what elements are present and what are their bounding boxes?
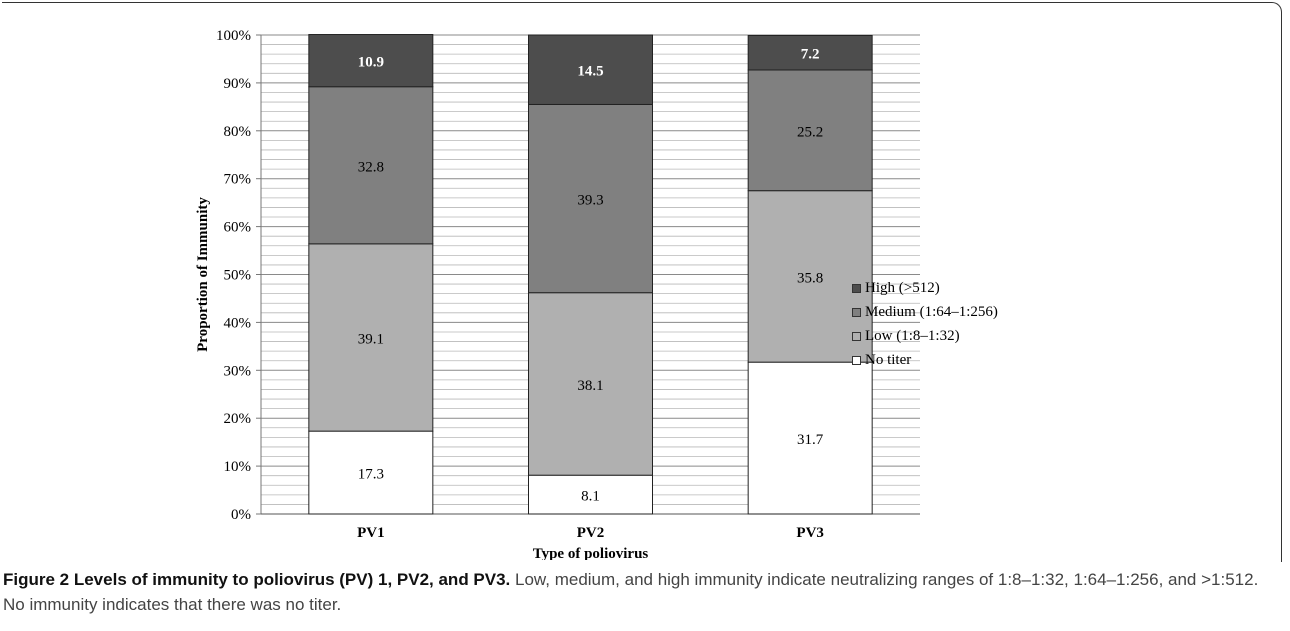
data-label: 14.5 [577, 64, 603, 80]
y-tick-label: 80% [224, 124, 252, 140]
y-tick-label: 20% [224, 411, 252, 427]
legend-label: Low (1:8–1:32) [865, 327, 960, 344]
data-label: 17.3 [358, 467, 384, 483]
legend-label: No titer [865, 351, 912, 368]
bar-segment [747, 190, 873, 363]
y-tick-label: 90% [224, 76, 252, 92]
data-label: 7.2 [801, 47, 820, 63]
y-axis-title: Proportion of Immunity [195, 197, 211, 352]
data-label: 25.2 [797, 124, 823, 140]
bar-segment [308, 430, 434, 515]
data-label: 32.8 [358, 159, 384, 175]
legend-item: Medium (1:64–1:256) [852, 300, 998, 324]
caption-text: Low, medium, and high immunity indicate … [3, 570, 1259, 614]
x-axis-title: Type of poliovirus [533, 546, 649, 560]
bar-segment [308, 34, 434, 88]
legend-swatch [852, 307, 861, 317]
legend-swatch [852, 283, 861, 293]
legend-item: No titer [852, 348, 998, 372]
chart-legend: High (>512) Medium (1:64–1:256) Low (1:8–1… [852, 276, 998, 372]
data-label: 31.7 [797, 432, 824, 448]
legend-label: High (>512) [865, 279, 940, 296]
legend-item: High (>512) [852, 276, 998, 300]
x-tick-label: PV1 [357, 525, 385, 541]
x-tick-label: PV3 [796, 525, 824, 541]
data-label: 39.3 [577, 193, 603, 209]
y-tick-label: 10% [224, 459, 252, 475]
bar-segment [528, 474, 653, 515]
bar-segment [747, 69, 873, 192]
bar-segment [308, 243, 434, 432]
y-tick-label: 70% [224, 172, 252, 188]
data-label: 8.1 [581, 489, 600, 505]
figure-frame [2, 2, 1282, 562]
legend-swatch [852, 331, 861, 341]
caption-label: Figure 2 Levels of immunity to polioviru… [3, 570, 511, 589]
bar-segment [528, 34, 653, 105]
y-tick-label: 50% [224, 268, 252, 284]
stacked-bar-chart: 0% 10% 20% 30% 40% 50% 60% 70% 80% 90% 100% Proport… [195, 28, 920, 560]
data-label: 35.8 [797, 270, 823, 286]
legend-label: Medium (1:64–1:256) [865, 303, 998, 320]
bar-segment [528, 292, 653, 476]
bar-segment [308, 86, 434, 245]
y-tick-label: 100% [216, 28, 251, 44]
y-tick-label: 60% [224, 220, 252, 236]
data-label: 38.1 [577, 378, 603, 394]
data-label: 10.9 [358, 55, 384, 71]
figure-caption: Figure 2 Levels of immunity to polioviru… [3, 567, 1283, 617]
y-tick-label: 30% [224, 363, 252, 379]
legend-swatch [852, 355, 861, 365]
y-tick-label: 40% [224, 315, 252, 331]
y-tick-label: 0% [231, 507, 251, 523]
bar-segment [747, 34, 873, 71]
legend-item: Low (1:8–1:32) [852, 324, 998, 348]
data-label: 39.1 [358, 331, 384, 347]
bar-segment [528, 103, 653, 294]
x-tick-label: PV2 [577, 525, 605, 541]
